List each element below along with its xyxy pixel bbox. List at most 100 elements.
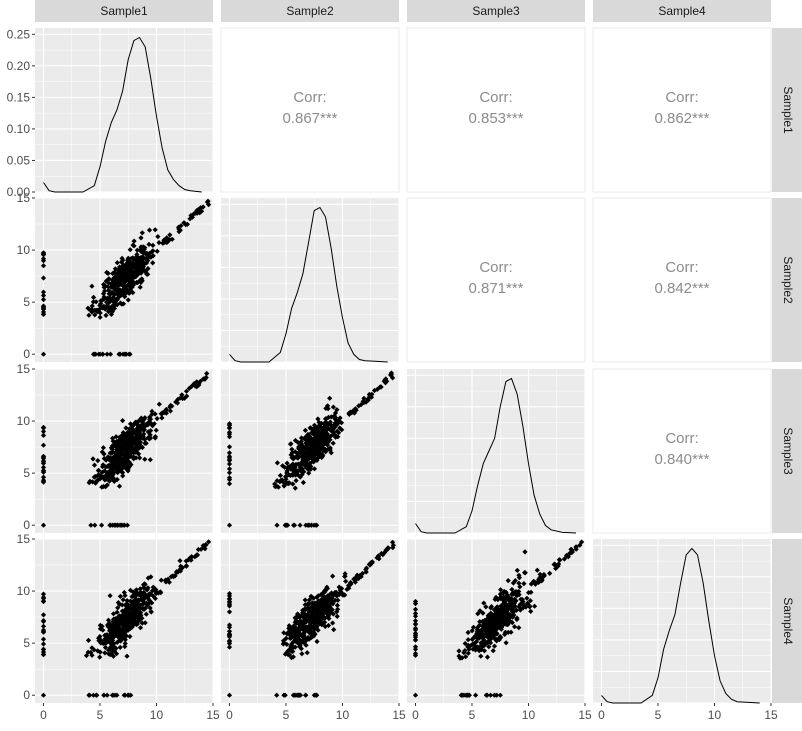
data-point bbox=[40, 618, 47, 625]
y-tick-label: 0.05 bbox=[7, 153, 31, 167]
correlation-value: 0.853*** bbox=[468, 110, 523, 127]
data-point bbox=[226, 609, 233, 615]
data-point bbox=[136, 264, 142, 270]
data-point bbox=[116, 462, 122, 468]
data-point bbox=[322, 619, 328, 625]
data-point bbox=[120, 351, 126, 357]
data-point bbox=[312, 430, 318, 436]
correlation-label: Corr: bbox=[479, 89, 512, 106]
data-point bbox=[183, 388, 190, 394]
data-point bbox=[139, 263, 145, 269]
data-point bbox=[290, 456, 296, 462]
row-strip-sample2 bbox=[772, 198, 802, 362]
data-point bbox=[141, 585, 147, 591]
data-point bbox=[131, 280, 137, 286]
data-point bbox=[159, 410, 165, 416]
data-point bbox=[113, 450, 119, 456]
data-point bbox=[134, 428, 140, 434]
column-strip-label: Sample1 bbox=[100, 4, 148, 18]
data-point bbox=[313, 601, 319, 607]
data-point bbox=[314, 611, 320, 617]
data-point bbox=[122, 284, 128, 290]
data-point bbox=[110, 457, 116, 463]
correlation-value: 0.840*** bbox=[654, 451, 709, 468]
data-point bbox=[315, 627, 321, 633]
data-point bbox=[511, 597, 517, 603]
data-point bbox=[330, 440, 336, 446]
correlation-label: Corr: bbox=[293, 89, 326, 106]
data-point bbox=[412, 621, 419, 627]
data-point bbox=[135, 268, 141, 274]
data-point bbox=[528, 589, 534, 595]
data-point bbox=[104, 269, 110, 276]
data-point bbox=[302, 597, 308, 603]
x-tick-label: 15 bbox=[206, 708, 220, 722]
data-point bbox=[127, 633, 133, 640]
data-point bbox=[382, 549, 388, 556]
data-point bbox=[102, 650, 108, 656]
data-point bbox=[341, 592, 347, 598]
data-point bbox=[514, 567, 520, 573]
data-point bbox=[511, 600, 517, 606]
data-point bbox=[115, 279, 121, 285]
data-point bbox=[97, 626, 103, 632]
data-point bbox=[144, 257, 151, 263]
data-point bbox=[110, 611, 117, 617]
data-point bbox=[317, 453, 323, 459]
data-point bbox=[103, 476, 109, 482]
data-point bbox=[104, 632, 110, 638]
data-point bbox=[106, 287, 112, 293]
data-point bbox=[90, 299, 96, 305]
data-point bbox=[122, 637, 128, 643]
data-point bbox=[136, 451, 142, 457]
data-point bbox=[127, 421, 134, 427]
data-point bbox=[115, 605, 121, 611]
data-point bbox=[342, 571, 348, 577]
data-point bbox=[573, 544, 579, 550]
row-strip-sample4 bbox=[772, 539, 802, 703]
data-point bbox=[97, 310, 103, 316]
data-point bbox=[226, 593, 233, 599]
data-point bbox=[297, 644, 303, 650]
data-point bbox=[40, 646, 47, 652]
data-point bbox=[107, 646, 114, 652]
data-point bbox=[471, 642, 477, 648]
data-point bbox=[351, 410, 357, 416]
data-point bbox=[470, 624, 477, 630]
data-point bbox=[146, 241, 152, 247]
data-point bbox=[101, 294, 107, 300]
data-point bbox=[333, 434, 339, 440]
data-point bbox=[40, 598, 47, 604]
data-point bbox=[274, 460, 280, 466]
data-point bbox=[131, 257, 137, 263]
data-point bbox=[496, 637, 502, 643]
data-point bbox=[96, 635, 102, 641]
data-point bbox=[100, 445, 106, 451]
data-point bbox=[507, 618, 513, 624]
data-point bbox=[102, 644, 109, 651]
panel-grid bbox=[35, 368, 214, 533]
data-point bbox=[40, 474, 47, 480]
data-point bbox=[85, 649, 91, 655]
correlation-label: Corr: bbox=[665, 430, 698, 447]
data-point bbox=[297, 631, 303, 637]
data-point bbox=[119, 301, 125, 307]
row-strip-label: Sample2 bbox=[781, 256, 795, 304]
data-point bbox=[291, 522, 298, 528]
data-point bbox=[412, 606, 419, 612]
correlation-label: Corr: bbox=[479, 259, 512, 276]
y-tick-label: 5 bbox=[23, 636, 30, 650]
data-point bbox=[509, 586, 515, 593]
data-point bbox=[486, 644, 492, 650]
data-point bbox=[302, 606, 308, 612]
data-point bbox=[284, 460, 290, 466]
data-point bbox=[488, 605, 494, 611]
data-point bbox=[484, 654, 491, 660]
data-point bbox=[131, 243, 137, 249]
data-point bbox=[145, 601, 151, 607]
data-point bbox=[290, 654, 296, 660]
data-point bbox=[105, 454, 111, 460]
data-point bbox=[125, 297, 131, 303]
data-point bbox=[91, 294, 97, 300]
data-point bbox=[329, 607, 335, 613]
